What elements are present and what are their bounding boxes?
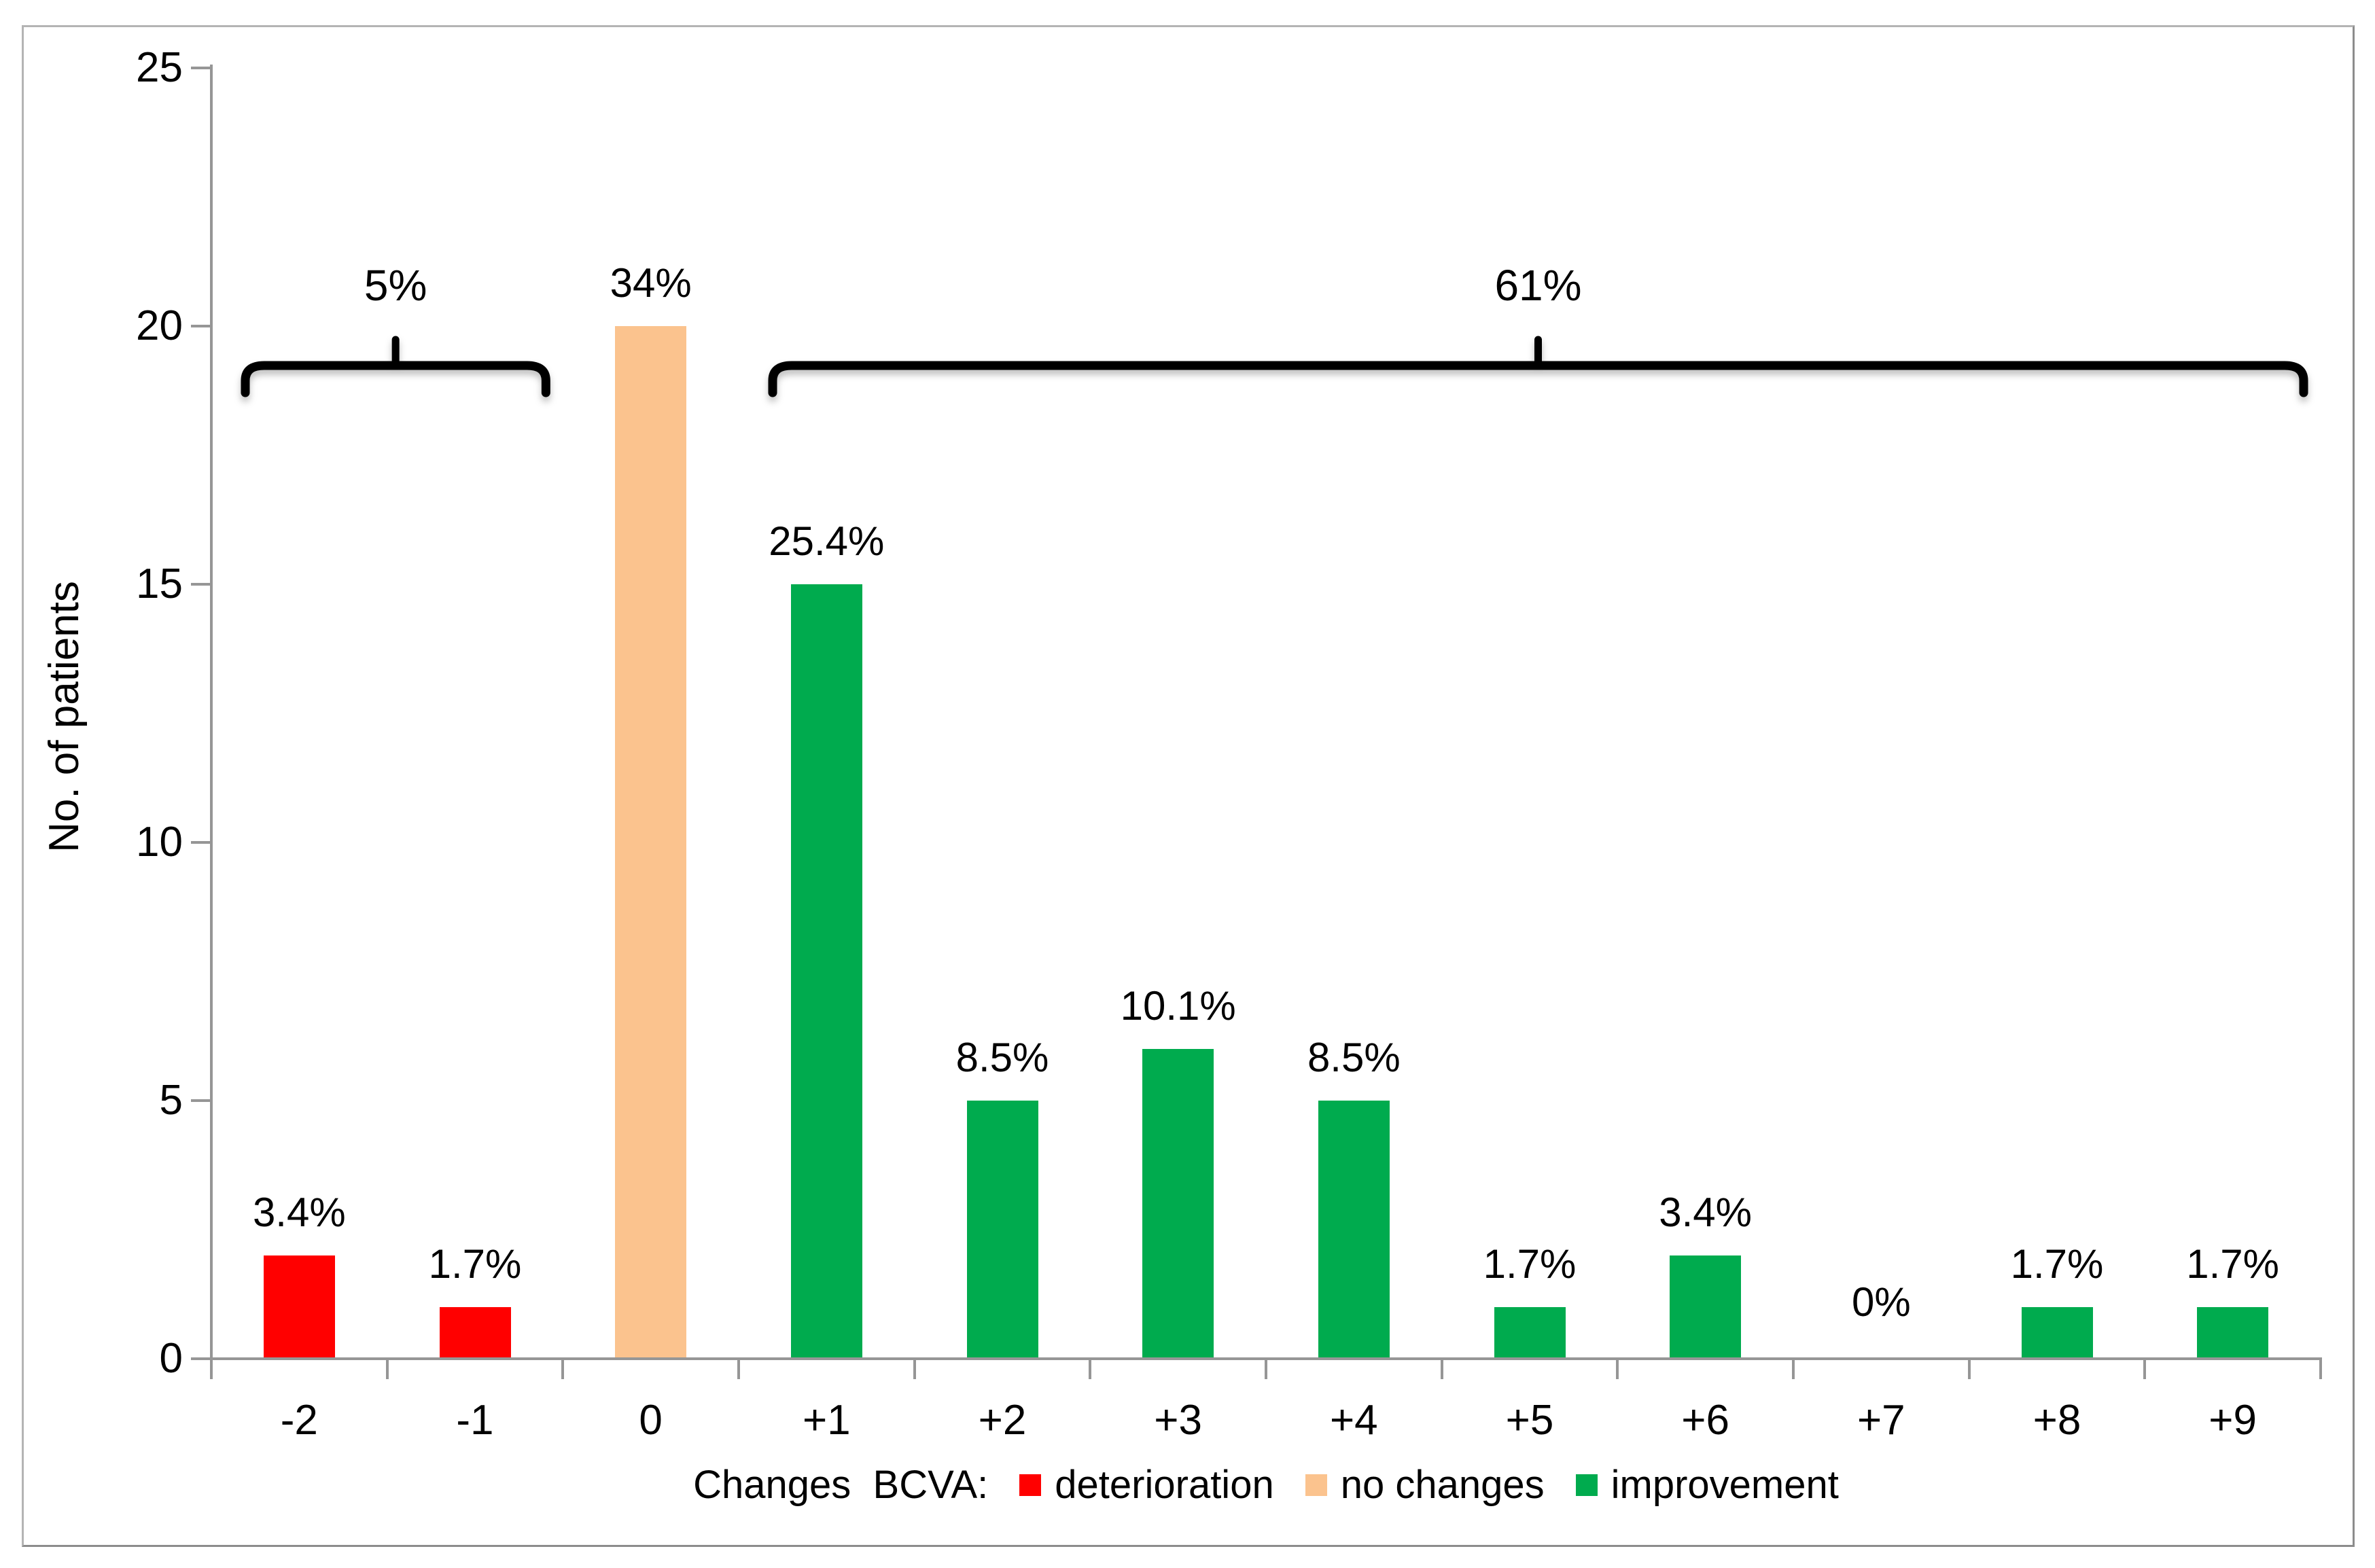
bar--2 — [263, 1255, 335, 1359]
x-tick-10 — [1967, 1359, 1971, 1379]
x-tick-label--2: -2 — [280, 1397, 318, 1444]
x-tick-label-+9: +9 — [2209, 1397, 2257, 1444]
bar-+9 — [2197, 1307, 2269, 1359]
y-tick-label-20: 20 — [136, 302, 183, 349]
legend-title: Changes BCVA: — [693, 1463, 989, 1507]
bar-0 — [615, 326, 687, 1359]
x-tick-label--1: -1 — [456, 1397, 494, 1444]
legend-item-deterioration: deterioration — [1019, 1463, 1274, 1508]
legend-item-improvement: improvement — [1575, 1463, 1839, 1508]
x-tick-5 — [1089, 1359, 1092, 1379]
bar-+2 — [966, 1101, 1038, 1359]
bar-label-+6: 3.4% — [1659, 1190, 1753, 1235]
bar-+8 — [2021, 1307, 2093, 1359]
x-tick-label-+5: +5 — [1505, 1397, 1554, 1444]
x-tick-4 — [913, 1359, 916, 1379]
y-tick-15 — [191, 583, 211, 586]
x-tick-label-+2: +2 — [978, 1397, 1027, 1444]
x-tick-9 — [1792, 1359, 1795, 1379]
legend-swatch-improvement — [1575, 1474, 1598, 1496]
x-tick-1 — [385, 1359, 389, 1379]
legend-label-improvement: improvement — [1611, 1463, 1839, 1507]
y-tick-label-0: 0 — [159, 1335, 183, 1382]
legend-item-no-changes: no changes — [1305, 1463, 1545, 1508]
x-tick-label-0: 0 — [639, 1397, 663, 1444]
y-tick-0 — [191, 1357, 211, 1360]
x-tick-2 — [561, 1359, 565, 1379]
bar-label-0: 34% — [610, 260, 692, 306]
bar-label-+7: 0% — [1851, 1279, 1911, 1325]
y-tick-25 — [191, 67, 211, 69]
x-tick-label-+4: +4 — [1329, 1397, 1378, 1444]
bracket-label-5%: 5% — [364, 261, 427, 310]
y-tick-label-5: 5 — [159, 1077, 183, 1124]
y-axis-title: No. of patients — [41, 581, 88, 853]
y-tick-label-15: 15 — [136, 560, 183, 607]
bracket-label-61%: 61% — [1494, 261, 1582, 310]
bar-label-+1: 25.4% — [769, 518, 885, 564]
bar-+5 — [1494, 1307, 1566, 1359]
x-tick-label-+1: +1 — [802, 1397, 851, 1444]
bar--1 — [439, 1307, 511, 1359]
bar-label-+9: 1.7% — [2186, 1241, 2280, 1287]
y-tick-label-10: 10 — [136, 819, 183, 866]
y-tick-20 — [191, 325, 211, 327]
bar-+1 — [790, 584, 862, 1359]
bar-+6 — [1670, 1255, 1742, 1359]
x-tick-label-+6: +6 — [1681, 1397, 1729, 1444]
x-axis-line — [210, 1357, 2322, 1360]
bar-+4 — [1318, 1101, 1390, 1359]
y-axis-line — [210, 65, 213, 1361]
legend-label-no-changes: no changes — [1340, 1463, 1545, 1507]
bar-label-+2: 8.5% — [955, 1035, 1049, 1080]
bar-label-+8: 1.7% — [2010, 1241, 2104, 1287]
bar-label-+4: 8.5% — [1307, 1035, 1401, 1080]
bar-+3 — [1142, 1049, 1214, 1359]
legend-swatch-no-changes — [1305, 1474, 1327, 1496]
x-tick-0 — [210, 1359, 213, 1379]
x-tick-8 — [1616, 1359, 1619, 1379]
legend-label-deterioration: deterioration — [1055, 1463, 1274, 1507]
y-tick-label-25: 25 — [136, 44, 183, 91]
x-tick-12 — [2319, 1359, 2322, 1379]
legend: Changes BCVA: deterioration no changes imp… — [211, 1461, 2321, 1510]
x-tick-7 — [1440, 1359, 1443, 1379]
y-tick-10 — [191, 841, 211, 844]
bar-label--2: 3.4% — [252, 1190, 346, 1235]
bar-label-+3: 10.1% — [1120, 983, 1236, 1029]
bar-label--1: 1.7% — [428, 1241, 522, 1287]
x-tick-6 — [1265, 1359, 1267, 1379]
x-tick-3 — [737, 1359, 740, 1379]
x-tick-label-+7: +7 — [1857, 1397, 1905, 1444]
bar-label-+5: 1.7% — [1483, 1241, 1577, 1287]
x-tick-11 — [2143, 1359, 2147, 1379]
x-tick-label-+8: +8 — [2033, 1397, 2081, 1444]
y-tick-5 — [191, 1099, 211, 1102]
legend-swatch-deterioration — [1019, 1474, 1042, 1496]
x-tick-label-+3: +3 — [1154, 1397, 1202, 1444]
